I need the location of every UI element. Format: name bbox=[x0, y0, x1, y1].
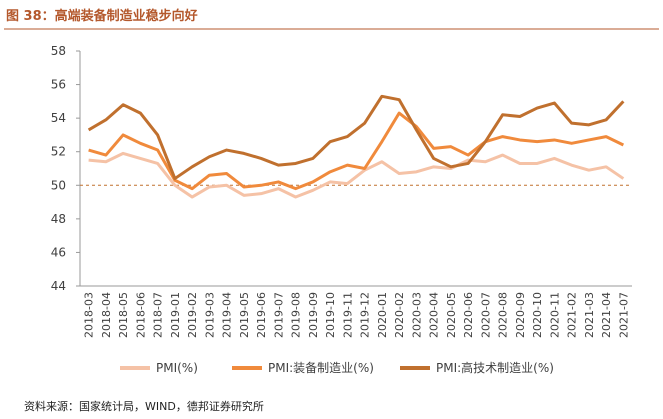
x-tick-label: 2020-05 bbox=[445, 292, 458, 338]
x-tick-label: 2021-03 bbox=[583, 292, 596, 338]
x-tick-label: 2019-11 bbox=[341, 292, 354, 338]
x-tick-label: 2019-12 bbox=[359, 292, 372, 338]
y-tick-label: 52 bbox=[51, 145, 66, 159]
x-tick-label: 2019-09 bbox=[307, 292, 320, 338]
series-line bbox=[88, 111, 625, 191]
y-tick-label: 48 bbox=[51, 212, 66, 226]
y-tick-label: 58 bbox=[51, 44, 66, 58]
x-tick-label: 2020-10 bbox=[531, 292, 544, 338]
x-tick-label: 2019-07 bbox=[272, 292, 285, 338]
x-tick-label: 2020-06 bbox=[462, 292, 475, 338]
x-tick-label: 2020-09 bbox=[514, 292, 527, 338]
x-tick-label: 2019-08 bbox=[290, 292, 303, 338]
legend-label: PMI:高技术制造业(%) bbox=[436, 360, 554, 375]
chart-title: 图 38：高端装备制造业稳步向好 bbox=[6, 8, 198, 24]
series-line bbox=[87, 94, 625, 181]
series-line bbox=[88, 151, 625, 199]
legend-label: PMI(%) bbox=[156, 361, 198, 375]
y-tick-label: 54 bbox=[51, 111, 66, 125]
y-tick-label: 56 bbox=[51, 78, 66, 92]
source-note: 资料来源：国家统计局，WIND，德邦证券研究所 bbox=[24, 399, 264, 413]
x-tick-label: 2020-03 bbox=[410, 292, 423, 338]
x-tick-label: 2019-03 bbox=[203, 292, 216, 338]
y-tick-label: 44 bbox=[51, 279, 66, 293]
x-tick-label: 2019-06 bbox=[255, 292, 268, 338]
x-tick-label: 2021-04 bbox=[600, 292, 613, 338]
x-tick-label: 2019-05 bbox=[238, 292, 251, 338]
x-tick-label: 2019-04 bbox=[221, 292, 234, 338]
x-tick-label: 2020-07 bbox=[479, 292, 492, 338]
x-tick-label: 2019-10 bbox=[324, 292, 337, 338]
x-tick-label: 2020-11 bbox=[548, 292, 561, 338]
legend-label: PMI:装备制造业(%) bbox=[268, 361, 374, 375]
y-tick-label: 46 bbox=[51, 245, 66, 259]
x-tick-label: 2018-06 bbox=[134, 292, 147, 338]
x-tick-label: 2018-05 bbox=[117, 292, 130, 338]
y-tick-label: 50 bbox=[51, 178, 66, 192]
x-tick-label: 2020-02 bbox=[393, 292, 406, 338]
x-tick-label: 2020-01 bbox=[376, 292, 389, 338]
x-tick-label: 2018-04 bbox=[100, 292, 113, 338]
x-tick-label: 2021-02 bbox=[566, 292, 579, 338]
x-tick-label: 2019-02 bbox=[186, 292, 199, 338]
x-tick-label: 2019-01 bbox=[169, 292, 182, 338]
x-tick-label: 2020-08 bbox=[497, 292, 510, 338]
x-tick-label: 2021-07 bbox=[617, 292, 630, 338]
x-tick-label: 2018-07 bbox=[152, 292, 165, 338]
x-tick-label: 2020-04 bbox=[428, 292, 441, 338]
x-tick-label: 2018-03 bbox=[83, 292, 96, 338]
